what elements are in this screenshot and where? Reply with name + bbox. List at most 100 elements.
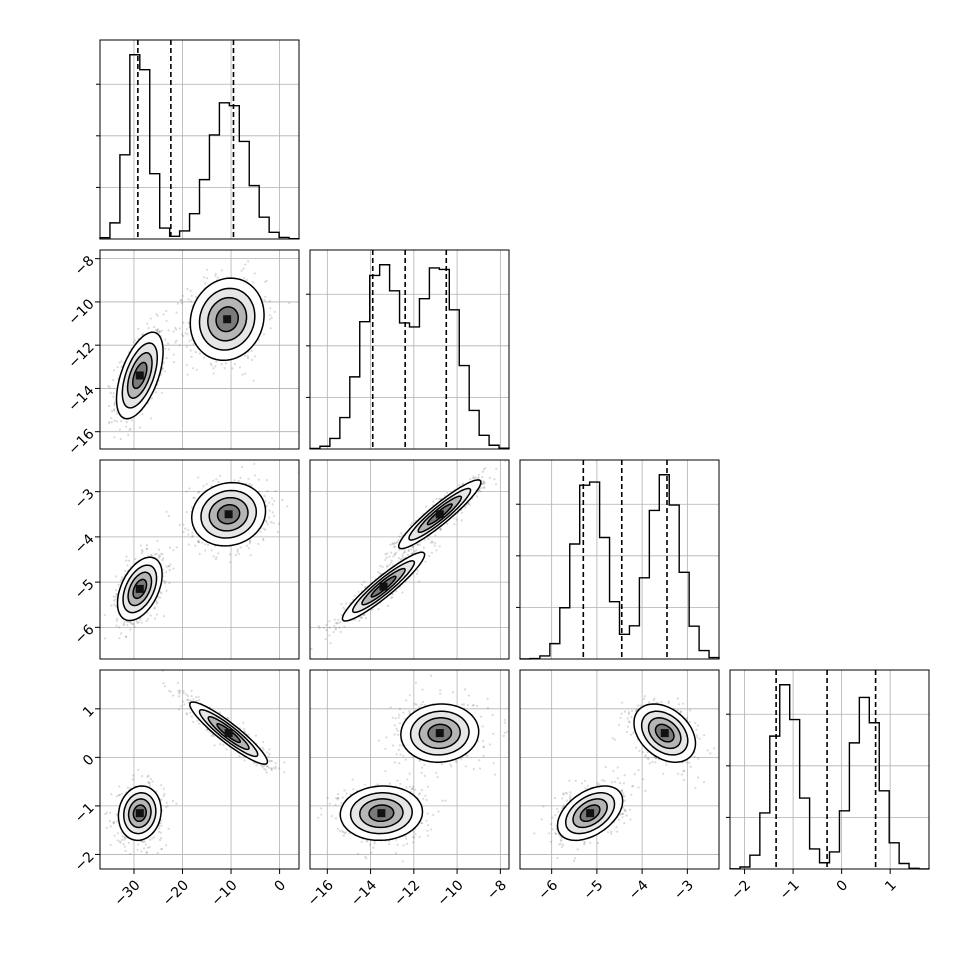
scatter-point bbox=[119, 579, 122, 582]
scatter-point bbox=[409, 523, 412, 527]
scatter-point bbox=[271, 511, 274, 514]
scatter-point bbox=[401, 591, 404, 594]
scatter-point bbox=[205, 483, 208, 486]
scatter-point bbox=[270, 768, 273, 771]
scatter-point bbox=[477, 473, 480, 476]
scatter-point bbox=[359, 616, 362, 619]
scatter-point bbox=[155, 553, 158, 556]
scatter-point bbox=[195, 696, 198, 699]
scatter-point bbox=[270, 497, 273, 500]
scatter-point bbox=[244, 372, 247, 375]
scatter-point bbox=[154, 391, 158, 394]
scatter-point bbox=[239, 546, 242, 549]
scatter-point bbox=[342, 606, 345, 609]
scatter-point bbox=[437, 497, 440, 500]
scatter-point bbox=[423, 538, 426, 541]
scatter-point bbox=[165, 510, 168, 513]
scatter-point bbox=[472, 477, 475, 480]
scatter-point bbox=[429, 541, 433, 544]
scatter-point bbox=[407, 549, 410, 552]
scatter-point bbox=[263, 495, 266, 498]
scatter-point bbox=[243, 277, 246, 280]
scatter-point bbox=[415, 549, 418, 552]
scatter-point bbox=[333, 624, 336, 628]
scatter-point bbox=[132, 774, 135, 777]
scatter-point bbox=[364, 616, 367, 620]
scatter-point bbox=[146, 775, 149, 778]
scatter-point bbox=[161, 559, 164, 562]
scatter-point bbox=[168, 689, 171, 692]
scatter-point bbox=[406, 553, 409, 556]
scatter-point bbox=[265, 279, 268, 282]
scatter-point bbox=[115, 820, 118, 823]
scatter-point bbox=[245, 544, 249, 547]
scatter-point bbox=[145, 851, 149, 854]
scatter-point bbox=[130, 622, 133, 625]
scatter-point bbox=[123, 836, 126, 839]
scatter-point bbox=[270, 759, 273, 763]
scatter-point bbox=[214, 272, 217, 275]
scatter-point bbox=[133, 625, 136, 629]
scatter-point bbox=[157, 328, 160, 331]
scatter-point bbox=[168, 565, 171, 568]
scatter-point bbox=[274, 490, 277, 493]
scatter-point bbox=[481, 476, 484, 479]
scatter-point bbox=[155, 313, 158, 316]
scatter-point bbox=[212, 555, 215, 558]
scatter-point bbox=[152, 325, 156, 329]
scatter-point bbox=[202, 485, 205, 488]
scatter-point bbox=[400, 532, 403, 535]
scatter-point bbox=[263, 298, 266, 302]
scatter-point bbox=[143, 840, 146, 843]
scatter-point bbox=[378, 572, 382, 575]
scatter-point bbox=[119, 437, 122, 441]
scatter-point bbox=[115, 420, 118, 423]
scatter-point bbox=[120, 473, 122, 475]
scatter-point bbox=[204, 549, 207, 552]
scatter-point bbox=[109, 811, 112, 814]
scatter-point bbox=[240, 269, 243, 272]
scatter-point bbox=[186, 373, 189, 376]
scatter-point bbox=[206, 268, 209, 271]
scatter-point bbox=[384, 558, 387, 562]
scatter-point bbox=[162, 579, 165, 582]
scatter-point bbox=[445, 491, 449, 494]
scatter-point bbox=[155, 599, 158, 602]
scatter-point bbox=[163, 370, 166, 373]
scatter-point bbox=[137, 621, 140, 624]
scatter-point bbox=[253, 474, 257, 477]
scatter-point bbox=[266, 489, 269, 493]
scatter-point bbox=[482, 486, 485, 489]
scatter-point bbox=[268, 753, 271, 756]
scatter-point bbox=[334, 627, 337, 630]
scatter-point bbox=[116, 839, 119, 842]
scatter-point bbox=[129, 787, 132, 790]
scatter-point bbox=[233, 362, 236, 366]
scatter-point bbox=[416, 572, 419, 575]
scatter-point bbox=[125, 635, 128, 639]
scatter-point bbox=[192, 720, 195, 723]
scatter-point bbox=[169, 563, 172, 566]
scatter-point bbox=[182, 321, 185, 324]
scatter-point bbox=[187, 533, 190, 536]
scatter-point bbox=[210, 549, 213, 552]
scatter-point bbox=[393, 545, 396, 548]
scatter-point bbox=[141, 413, 144, 416]
scatter-point bbox=[151, 780, 154, 783]
scatter-point bbox=[113, 834, 116, 837]
scatter-point bbox=[402, 551, 405, 554]
scatter-point bbox=[139, 544, 142, 547]
scatter-point bbox=[163, 615, 166, 618]
scatter-point bbox=[262, 740, 265, 744]
scatter-point bbox=[337, 622, 340, 625]
panel-1-2-frame bbox=[309, 459, 510, 660]
scatter-point bbox=[145, 544, 148, 547]
scatter-point bbox=[175, 546, 178, 549]
scatter-point bbox=[182, 523, 185, 526]
scatter-point bbox=[345, 602, 348, 605]
scatter-point bbox=[264, 280, 267, 283]
scatter-point bbox=[162, 557, 165, 560]
scatter-point bbox=[248, 542, 251, 545]
scatter-point bbox=[161, 367, 164, 370]
scatter-point bbox=[198, 490, 201, 493]
